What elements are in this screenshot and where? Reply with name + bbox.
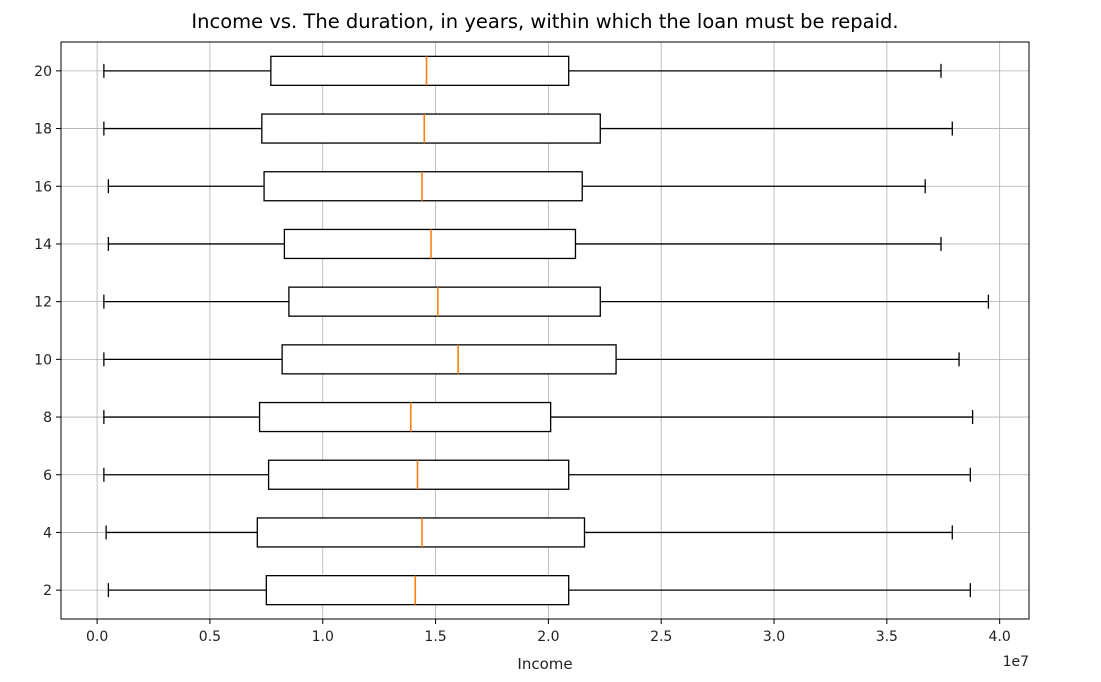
box-4 (105, 517, 953, 548)
box-series (103, 55, 990, 606)
iqr-box (265, 575, 570, 606)
iqr-box (267, 459, 570, 490)
box-18 (103, 113, 953, 144)
iqr-box (256, 517, 586, 548)
y-tick-label: 6 (43, 468, 52, 484)
x-axis: 0.0 0.5 1.0 1.5 2.0 2.5 3.0 3.5 4.0 (86, 619, 1011, 645)
x-tick-label: 1.5 (424, 629, 446, 645)
x-tick-label: 3.5 (876, 629, 898, 645)
plot-frame (60, 41, 1030, 620)
y-tick-label: 16 (34, 179, 52, 195)
iqr-box (261, 113, 601, 144)
box-8 (103, 401, 974, 433)
x-tick-label: 0.0 (86, 629, 108, 645)
y-tick-label: 10 (34, 352, 52, 368)
y-tick-label: 18 (34, 122, 52, 138)
x-tick-label: 4.0 (989, 629, 1011, 645)
box-14 (107, 228, 942, 260)
chart-title: Income vs. The duration, in years, withi… (191, 10, 899, 33)
x-axis-offset-label: 1e7 (1003, 654, 1029, 670)
x-axis-label: Income (517, 655, 572, 673)
iqr-box (270, 55, 570, 86)
iqr-box (281, 344, 617, 375)
x-tick-label: 2.5 (650, 629, 672, 645)
box-6 (103, 459, 971, 490)
x-tick-label: 3.0 (763, 629, 785, 645)
box-20 (103, 55, 942, 86)
x-tick-label: 0.5 (199, 629, 221, 645)
box-2 (107, 575, 971, 606)
iqr-box (283, 228, 577, 260)
y-tick-label: 2 (43, 583, 52, 599)
box-10 (103, 344, 960, 375)
y-axis: 2 4 6 8 10 12 14 16 18 20 (34, 64, 61, 599)
y-tick-label: 20 (34, 64, 52, 80)
y-tick-label: 8 (43, 410, 52, 426)
x-tick-label: 1.0 (312, 629, 334, 645)
y-tick-label: 12 (34, 295, 52, 311)
x-tick-label: 2.0 (537, 629, 559, 645)
iqr-box (288, 286, 601, 317)
iqr-box (258, 401, 552, 433)
y-tick-label: 4 (43, 525, 52, 541)
iqr-box (263, 171, 583, 202)
box-16 (107, 171, 926, 202)
y-tick-label: 14 (34, 237, 52, 253)
box-12 (103, 286, 990, 317)
